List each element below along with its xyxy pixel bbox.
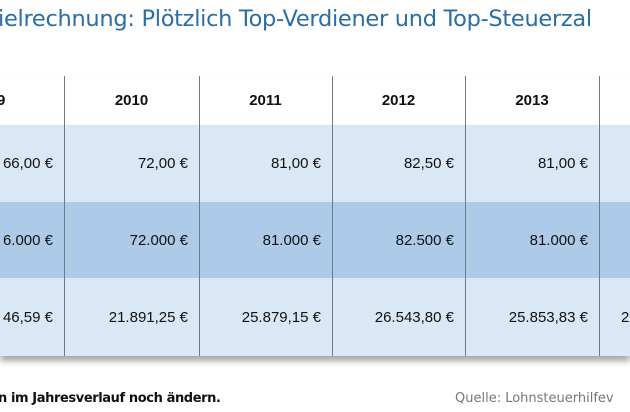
table-cell: 25.879,15 € — [241, 308, 321, 326]
table-cell: 82.500 € — [395, 231, 454, 249]
table-cell: 25.853,83 € — [508, 308, 588, 326]
table-header-row: 09 2010 2011 2012 2013 — [0, 76, 630, 125]
column-header: 2013 — [515, 92, 549, 109]
data-table: 09 2010 2011 2012 2013 66,00 € 72,00 € 81,00 €… — [0, 76, 630, 356]
table-cell: 81.000 € — [529, 231, 588, 249]
column-header: 09 — [0, 92, 6, 109]
table-row: 46,59 € 21.891,25 € 25.879,15 € 26.543,80 €… — [0, 278, 630, 356]
table-cell — [599, 202, 630, 278]
table-cell: 21.891,25 € — [108, 308, 188, 326]
column-divider — [64, 76, 65, 356]
table-cell: 82,50 € — [403, 155, 454, 172]
table-cell: 72,00 € — [137, 155, 188, 172]
column-header — [599, 76, 630, 125]
table-cell: 72.000 € — [129, 231, 188, 249]
column-divider — [332, 76, 333, 356]
column-header: 2012 — [381, 92, 416, 109]
column-divider — [199, 76, 200, 356]
table-cell: 6.000 € — [2, 231, 53, 249]
table-cell: 81.000 € — [262, 231, 321, 249]
table-row: 66,00 € 72,00 € 81,00 € 82,50 € 81,00 € — [0, 125, 630, 202]
source-note: Quelle: Lohnsteuerhilfev — [455, 391, 614, 406]
table-cell: 81,00 € — [270, 155, 321, 172]
table-cell: 26.543,80 € — [374, 308, 454, 326]
column-divider — [599, 76, 600, 356]
table-cell: 81,00 € — [537, 155, 588, 172]
table-cell — [599, 125, 630, 202]
table-cell: 2 — [621, 308, 630, 326]
column-divider — [465, 76, 466, 356]
column-header: 2011 — [249, 92, 282, 109]
footnote: n im Jahresverlauf noch ändern. — [0, 391, 221, 406]
table-row: 6.000 € 72.000 € 81.000 € 82.500 € 81.000 € — [0, 202, 630, 278]
table-cell: 46,59 € — [2, 308, 53, 326]
table-cell: 66,00 € — [2, 155, 53, 172]
column-header: 2010 — [114, 92, 149, 109]
page-title: ielrechnung: Plötzlich Top-Verdiener und… — [0, 6, 592, 32]
